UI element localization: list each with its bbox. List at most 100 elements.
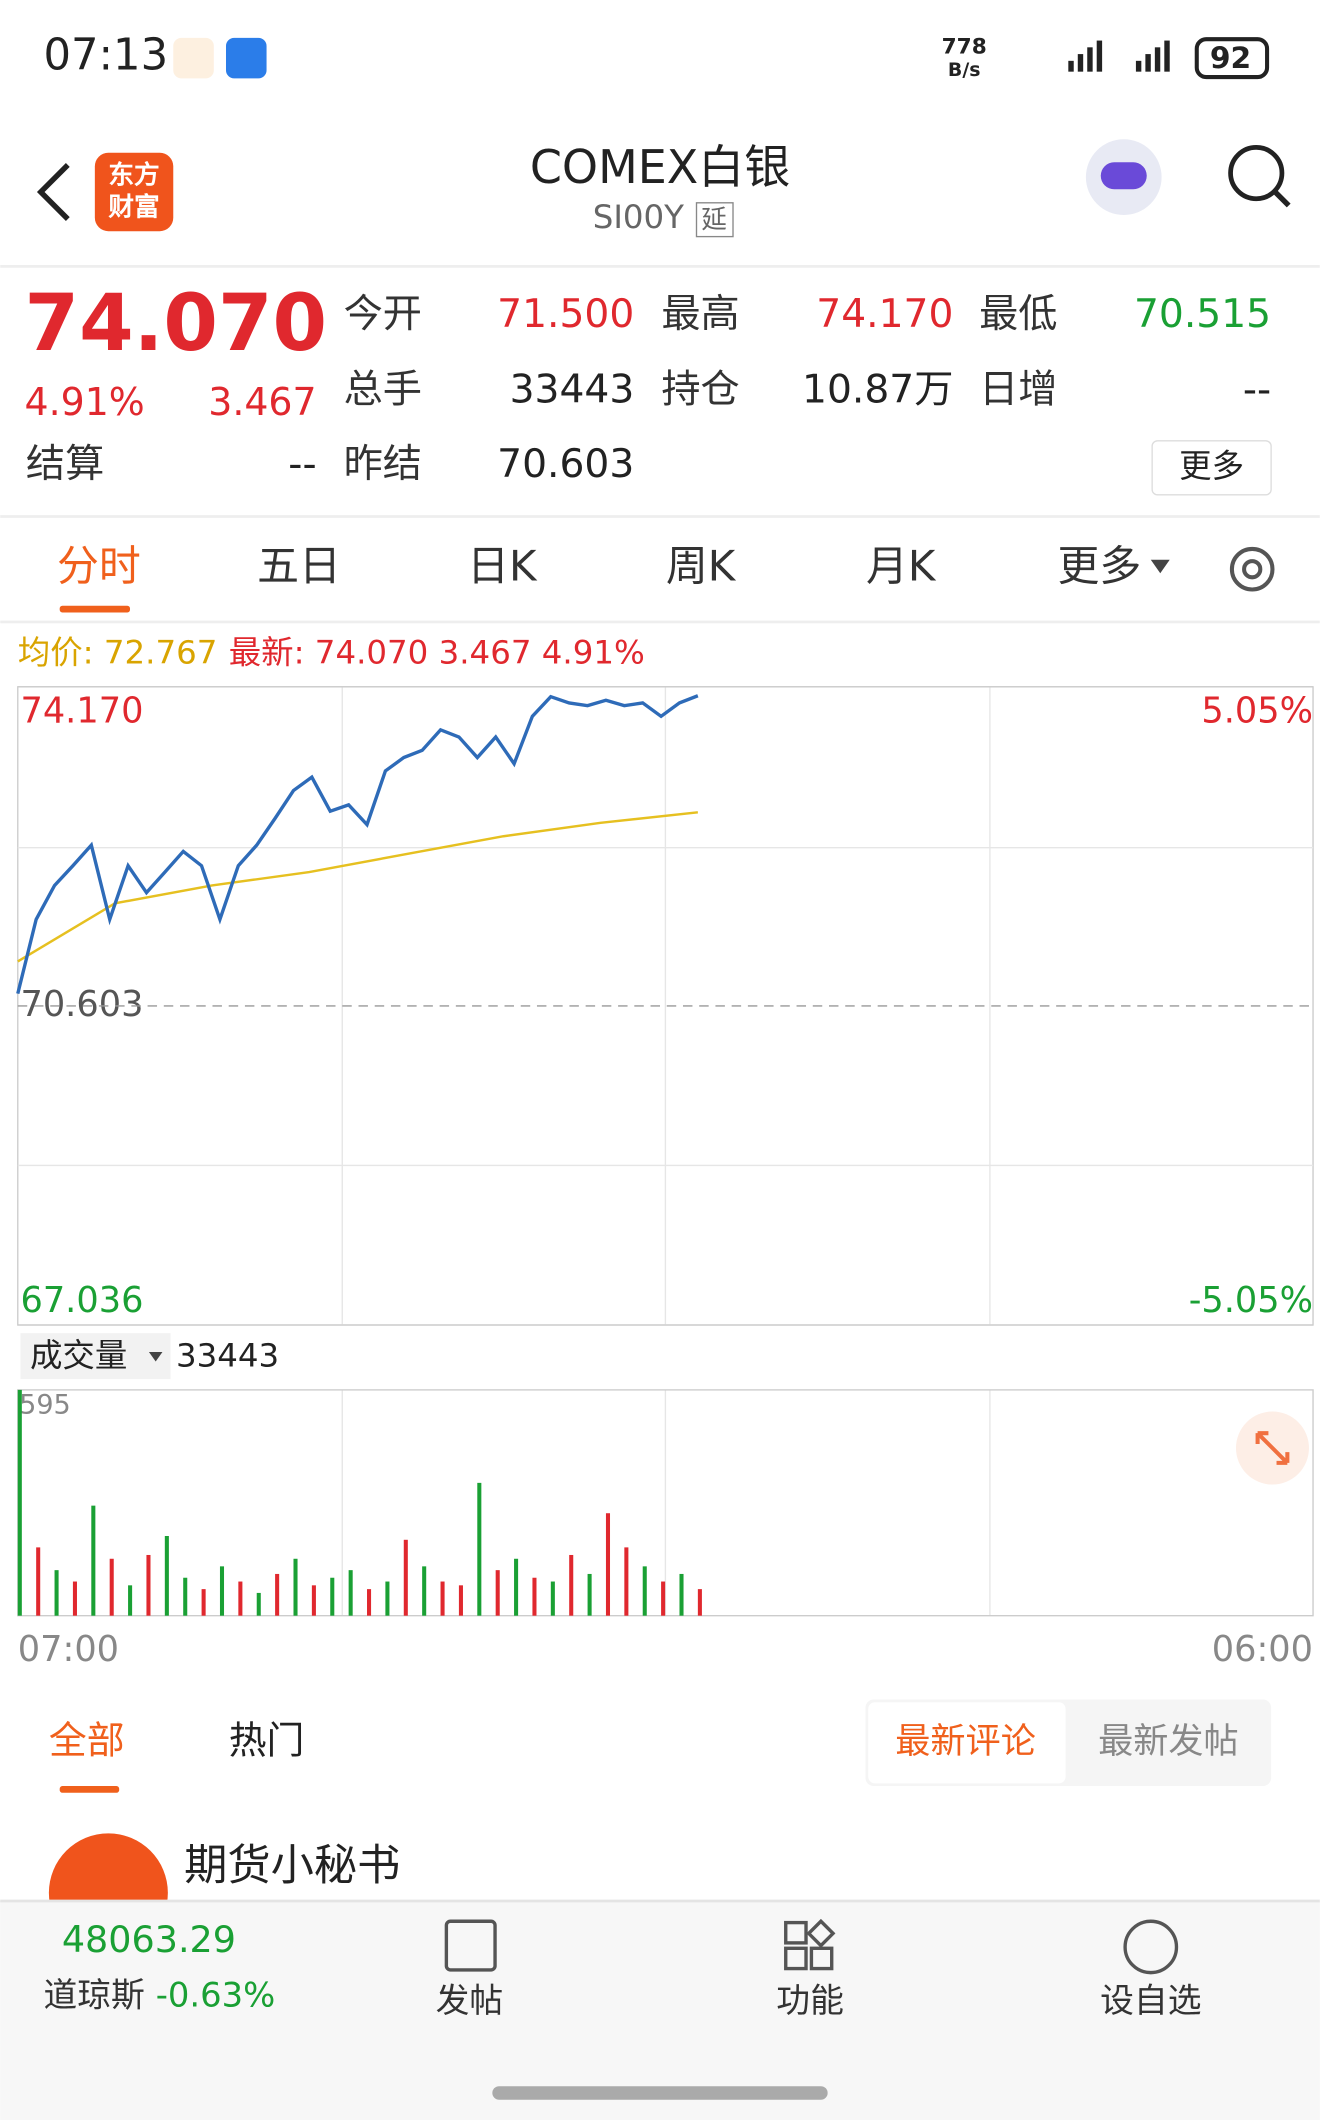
field-label: 今开 bbox=[344, 292, 422, 337]
chart-tab[interactable]: 分时 bbox=[57, 542, 141, 591]
bottom-action[interactable]: 功能 bbox=[776, 1981, 844, 2020]
search-handle bbox=[1273, 190, 1291, 208]
tab-indicator bbox=[59, 1786, 120, 1793]
field-value: 10.87万 bbox=[802, 368, 953, 413]
last-legend: 最新: 74.070 3.467 4.91% bbox=[229, 633, 645, 671]
clock: 07:13 bbox=[43, 31, 168, 81]
more-label: 更多 bbox=[1179, 447, 1244, 485]
volume-bar bbox=[109, 1558, 114, 1616]
x-tick-label: 06:00 bbox=[1212, 1629, 1313, 1670]
volume-bar bbox=[532, 1577, 537, 1616]
field-value: -- bbox=[1243, 368, 1271, 413]
volume-bar bbox=[495, 1570, 500, 1616]
chart-tab[interactable]: 日K bbox=[467, 542, 538, 591]
y2-tick-label: 5.05% bbox=[1201, 691, 1313, 732]
chart-tab[interactable]: 更多 bbox=[1057, 542, 1141, 591]
volume-bar bbox=[128, 1585, 133, 1616]
chart-tab[interactable]: 周K bbox=[666, 542, 737, 591]
signal-icons bbox=[1068, 40, 1170, 72]
expand-icon bbox=[1255, 1431, 1290, 1465]
x-tick-label: 07:00 bbox=[18, 1629, 119, 1670]
avatar-face bbox=[1100, 162, 1147, 190]
field-label: 最低 bbox=[979, 292, 1057, 337]
volume-bar bbox=[477, 1482, 482, 1616]
volume-bar bbox=[183, 1577, 188, 1616]
dropdown-arrow bbox=[148, 1352, 163, 1362]
sort-option[interactable]: 最新评论 bbox=[895, 1721, 1036, 1762]
logo-text: 财富 bbox=[108, 192, 159, 223]
index-value[interactable]: 48063.29 bbox=[62, 1918, 236, 1961]
tab-indicator bbox=[59, 605, 130, 613]
field-value: 70.603 bbox=[497, 442, 634, 487]
volume-bar bbox=[605, 1513, 611, 1616]
volume-bar bbox=[661, 1581, 666, 1616]
field-label: 昨结 bbox=[344, 442, 422, 487]
volume-bar bbox=[36, 1547, 41, 1616]
volume-bar bbox=[587, 1573, 592, 1616]
badge-box bbox=[695, 202, 734, 238]
battery bbox=[1194, 37, 1270, 80]
field-label: 持仓 bbox=[661, 368, 739, 413]
volume-bar bbox=[256, 1592, 261, 1616]
comment-tab[interactable]: 全部 bbox=[49, 1718, 125, 1762]
y-tick-label: 70.603 bbox=[20, 984, 143, 1025]
bottom-action[interactable]: 发帖 bbox=[436, 1981, 504, 2020]
volume-bar bbox=[238, 1581, 243, 1616]
field-label: 总手 bbox=[344, 368, 422, 413]
bottom-action[interactable]: 设自选 bbox=[1100, 1981, 1201, 2020]
field-value: 74.170 bbox=[816, 292, 953, 337]
volume-bar bbox=[72, 1581, 77, 1616]
net-unit: B/s bbox=[948, 59, 981, 81]
net-speed: 778 bbox=[942, 34, 987, 59]
volume-bar bbox=[624, 1547, 629, 1616]
more-button[interactable] bbox=[1151, 440, 1272, 496]
search-button[interactable] bbox=[1228, 145, 1285, 202]
field-value: 33443 bbox=[510, 368, 635, 413]
volume-bar bbox=[697, 1589, 702, 1616]
home-indicator bbox=[492, 2086, 828, 2100]
chart-tab[interactable]: 月K bbox=[866, 542, 937, 591]
back-button[interactable] bbox=[36, 163, 70, 221]
field-label: 结算 bbox=[26, 442, 104, 487]
dropdown-arrow bbox=[1150, 559, 1170, 574]
volume-bar bbox=[679, 1573, 684, 1616]
settings-button[interactable] bbox=[1229, 546, 1275, 592]
volume-bar bbox=[348, 1570, 353, 1616]
post-icon bbox=[444, 1919, 497, 1972]
volume-bar bbox=[440, 1581, 445, 1616]
volume-bar bbox=[17, 1389, 22, 1616]
volume-bar bbox=[164, 1535, 169, 1616]
field-label: 最高 bbox=[661, 292, 739, 337]
volume-bar bbox=[201, 1589, 206, 1616]
volume-bar bbox=[311, 1585, 316, 1616]
y-tick-label: 74.170 bbox=[20, 691, 143, 732]
comment-tab[interactable]: 热门 bbox=[229, 1718, 305, 1762]
volume-bar bbox=[550, 1581, 555, 1616]
volume-bar bbox=[146, 1554, 151, 1616]
avg-legend: 均价: 72.767 bbox=[18, 633, 218, 671]
sort-option[interactable]: 最新发帖 bbox=[1098, 1721, 1239, 1762]
page-title: COMEX白银 bbox=[530, 140, 790, 194]
index-name[interactable]: 道琼斯 bbox=[43, 1975, 144, 2014]
volume-bar bbox=[367, 1589, 372, 1616]
volume-bar bbox=[91, 1505, 96, 1616]
volume-bar bbox=[642, 1566, 647, 1616]
symbol-code: SI00Y bbox=[593, 198, 684, 236]
change: 3.467 bbox=[208, 380, 316, 424]
logo[interactable] bbox=[94, 152, 174, 232]
author-name[interactable]: 期货小秘书 bbox=[184, 1841, 400, 1891]
bottom-bar bbox=[0, 1900, 1320, 2120]
volume-selector[interactable] bbox=[20, 1333, 171, 1380]
volume-bar bbox=[293, 1558, 298, 1616]
volume-bar bbox=[219, 1566, 225, 1616]
change-pct: 4.91% bbox=[25, 380, 145, 424]
app-icon bbox=[173, 37, 214, 79]
chart-tab[interactable]: 五日 bbox=[257, 542, 341, 591]
volume-bar bbox=[514, 1558, 519, 1616]
volume-bar bbox=[54, 1570, 59, 1616]
index-change[interactable]: -0.63% bbox=[156, 1975, 276, 2014]
volume-total: 33443 bbox=[176, 1336, 279, 1374]
average-line bbox=[17, 811, 698, 963]
